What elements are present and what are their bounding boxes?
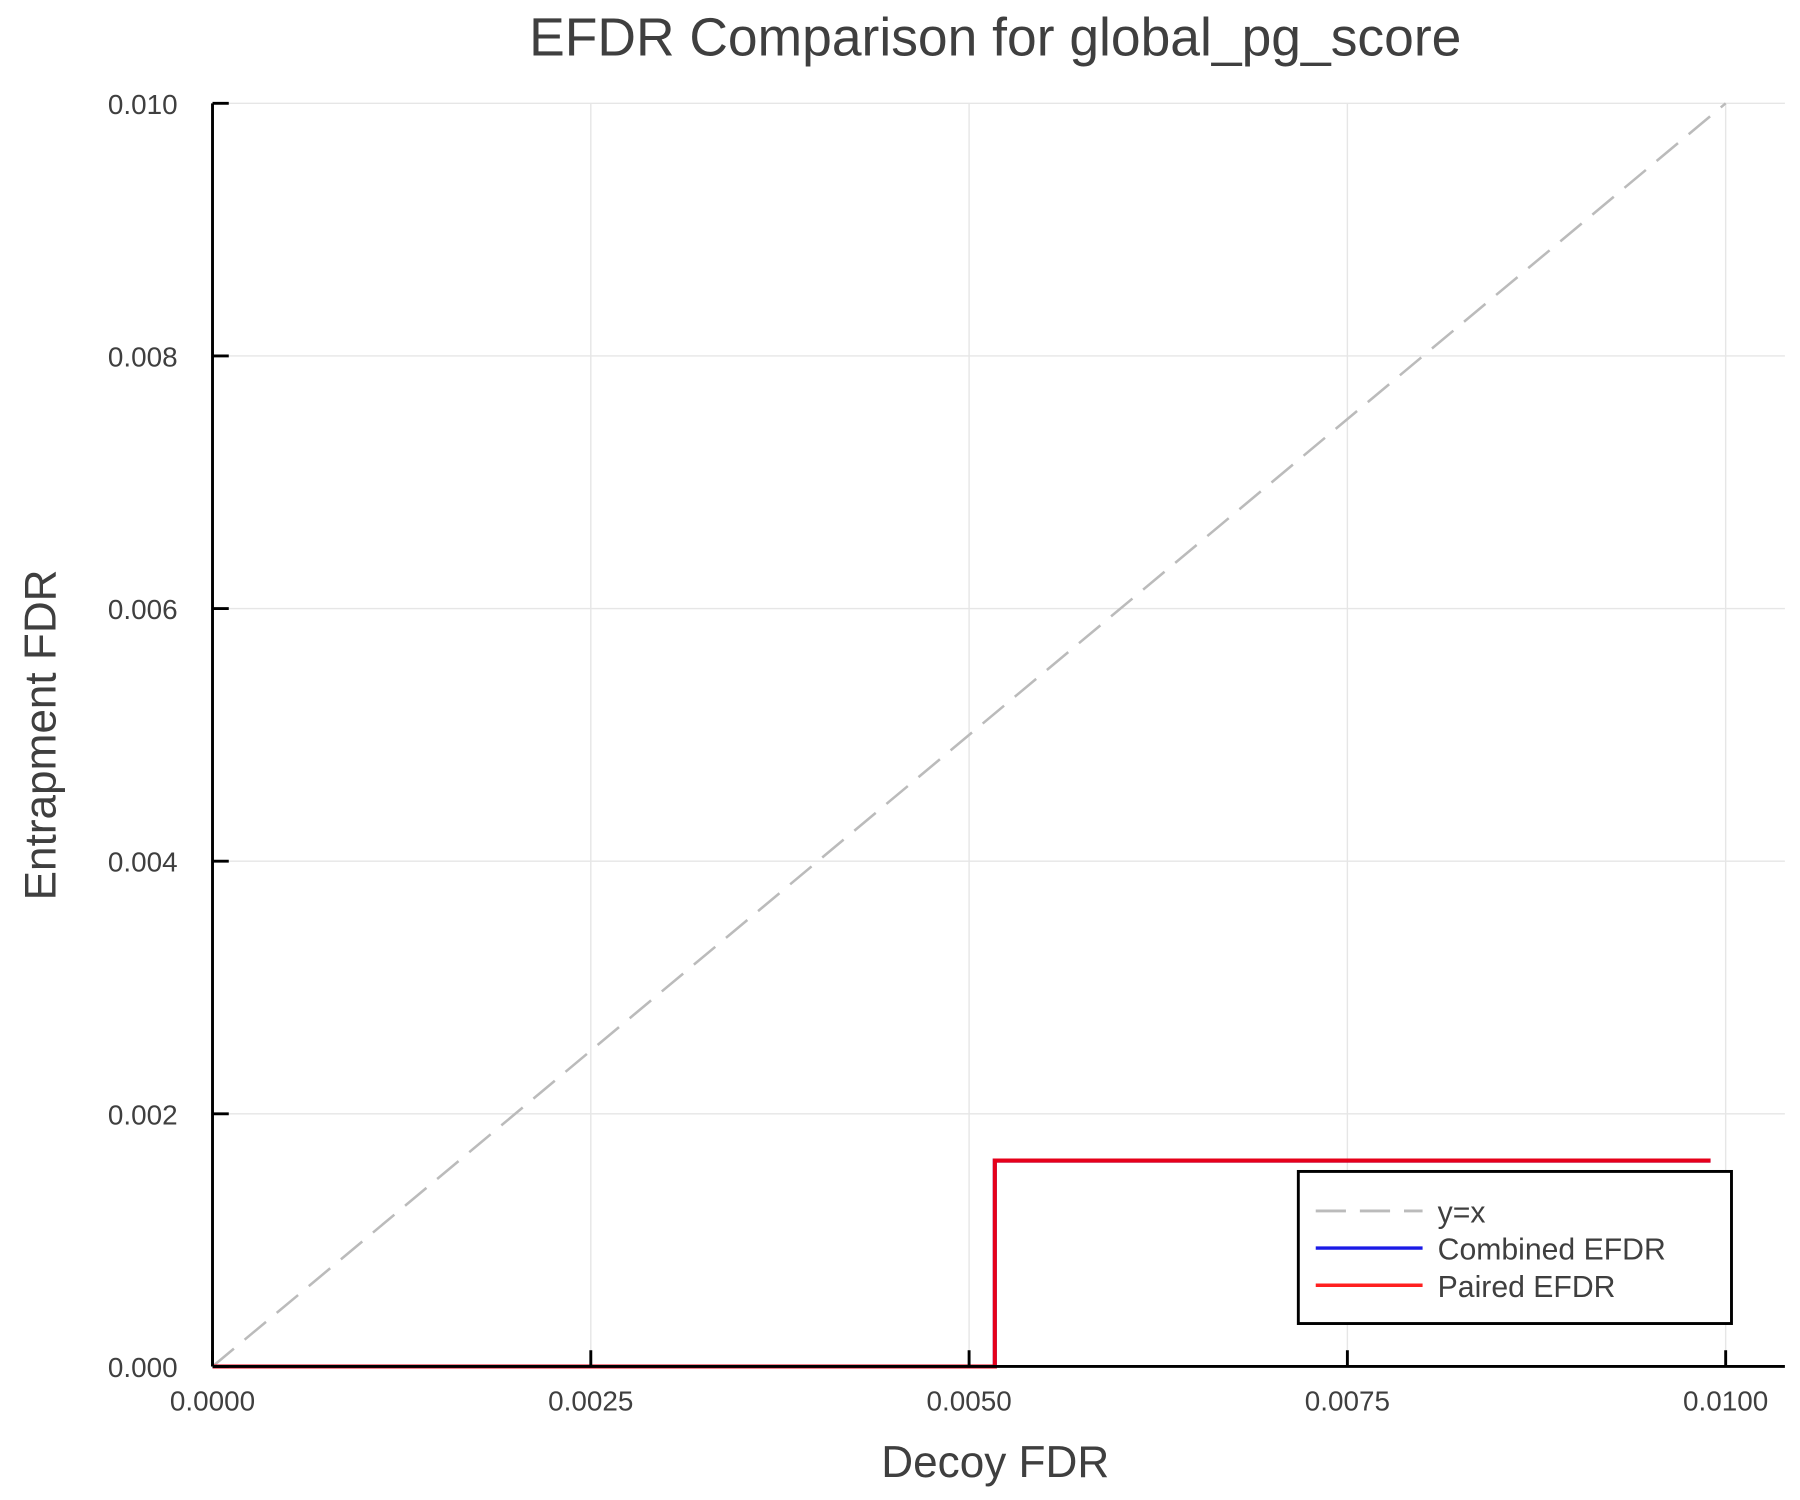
y-tick-label: 0.010 xyxy=(108,89,178,120)
legend-label-paired: Paired EFDR xyxy=(1438,1271,1616,1304)
x-tick-label: 0.0100 xyxy=(1683,1386,1768,1417)
series-y-x xyxy=(211,102,1727,1368)
y-tick-label: 0.004 xyxy=(108,847,178,878)
y-tick-label: 0.008 xyxy=(108,341,178,372)
tick-labels: 0.0000 0.0025 0.0050 0.0075 0.0100 0.000 0.002… xyxy=(108,89,1768,1417)
y-axis-label: Entrapment FDR xyxy=(17,569,66,900)
x-tick-label: 0.0025 xyxy=(548,1386,633,1417)
y-tick-label: 0.006 xyxy=(108,594,178,625)
chart-title: EFDR Comparison for global_pg_score xyxy=(529,9,1461,68)
x-tick-label: 0.0050 xyxy=(926,1386,1011,1417)
x-axis-label: Decoy FDR xyxy=(881,1438,1109,1487)
legend-label-combined: Combined EFDR xyxy=(1438,1234,1666,1267)
grid-lines xyxy=(212,102,1785,1367)
legend: y=x Combined EFDR Paired EFDR xyxy=(1296,1169,1733,1325)
y-tick-label: 0.000 xyxy=(108,1352,178,1383)
x-tick-label: 0.0000 xyxy=(170,1386,255,1417)
legend-label-y-equals-x: y=x xyxy=(1438,1197,1486,1230)
x-tick-label: 0.0075 xyxy=(1305,1386,1390,1417)
y-tick-label: 0.002 xyxy=(108,1099,178,1130)
axes xyxy=(211,101,1785,1368)
